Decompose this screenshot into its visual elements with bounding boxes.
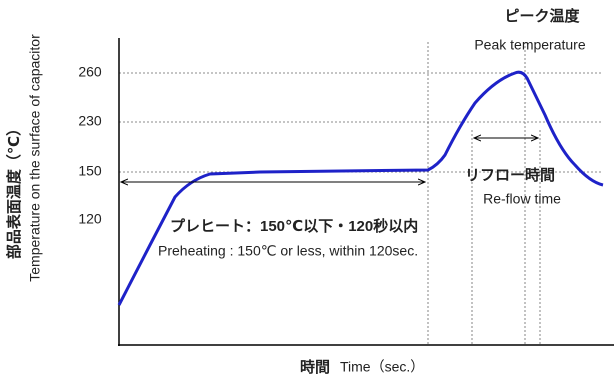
preheat-label-ja: プレヒート：150℃以下・120秒以内	[170, 217, 418, 235]
temperature-profile	[117, 70, 604, 306]
y-tick-label: 120	[78, 211, 102, 227]
x-title-ja: 時間	[300, 358, 330, 376]
y-title-ja: 部品表面温度（℃）	[5, 121, 23, 259]
y-tick-label: 230	[78, 113, 102, 129]
reflow-label-en: Re-flow time	[483, 191, 561, 207]
peak-label-ja: ピーク温度	[504, 7, 580, 25]
y-tick-label: 260	[78, 64, 102, 80]
y-tick-label: 150	[78, 163, 102, 179]
reflow-label-ja: リフロー時間	[465, 166, 555, 184]
peak-label-en: Peak temperature	[474, 37, 585, 53]
x-title-en: Time（sec.）	[340, 359, 424, 375]
y-title-en: Temperature on the surface of capacitor	[27, 34, 43, 282]
preheat-label-en: Preheating : 150℃ or less, within 120sec…	[158, 243, 418, 259]
